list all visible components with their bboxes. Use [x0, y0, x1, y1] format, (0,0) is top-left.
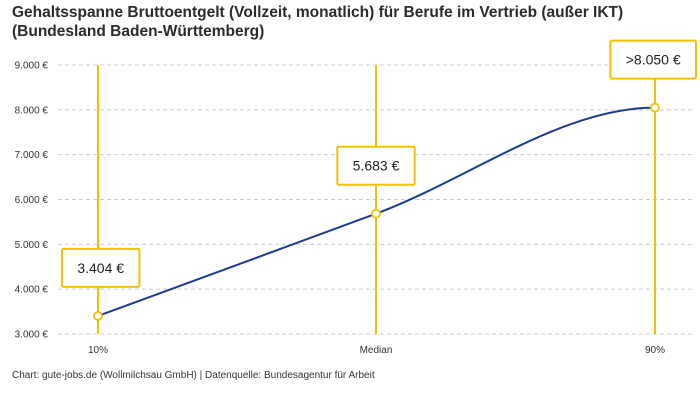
data-label-1: 5.683 €: [353, 158, 400, 174]
y-tick-label: 3.000 €: [15, 330, 49, 341]
chart-title: Gehaltsspanne Bruttoentgelt (Vollzeit, m…: [12, 3, 692, 41]
y-tick-label: 4.000 €: [15, 285, 49, 296]
x-tick-label-0: 10%: [88, 345, 108, 356]
data-label-box-1: [336, 145, 416, 186]
y-tick-label: 9.000 €: [15, 61, 49, 72]
y-tick-label: 7.000 €: [15, 150, 49, 161]
chart-source: Chart: gute-jobs.de (Wollmilchsau GmbH) …: [12, 370, 375, 381]
data-label-box-0: [61, 247, 141, 288]
chart-title-line-1: Gehaltsspanne Bruttoentgelt (Vollzeit, m…: [12, 4, 624, 21]
y-tick-label: 6.000 €: [15, 195, 49, 206]
y-axis-ticks: 3.000 € 4.000 € 5.000 € 6.000 € 7.000 € 8.000…: [15, 61, 49, 341]
data-label-box-2: [609, 39, 698, 80]
x-tick-label-2: 90%: [645, 345, 665, 356]
data-label-2: >8.050 €: [626, 52, 681, 68]
data-point-2: [650, 102, 660, 113]
data-labels: 3.404 € 5.683 € >8.050 €: [61, 39, 698, 288]
y-tick-label: 8.000 €: [15, 105, 49, 116]
y-tick-label: 5.000 €: [15, 240, 49, 251]
data-point-0: [93, 310, 103, 321]
data-point-1: [371, 208, 381, 219]
x-tick-label-1: Median: [360, 345, 393, 356]
chart-title-line-2: (Bundesland Baden-Württemberg): [12, 23, 265, 40]
x-axis-ticks: 10% Median 90%: [88, 345, 665, 356]
data-points: [93, 102, 660, 321]
data-label-0: 3.404 €: [77, 260, 124, 276]
